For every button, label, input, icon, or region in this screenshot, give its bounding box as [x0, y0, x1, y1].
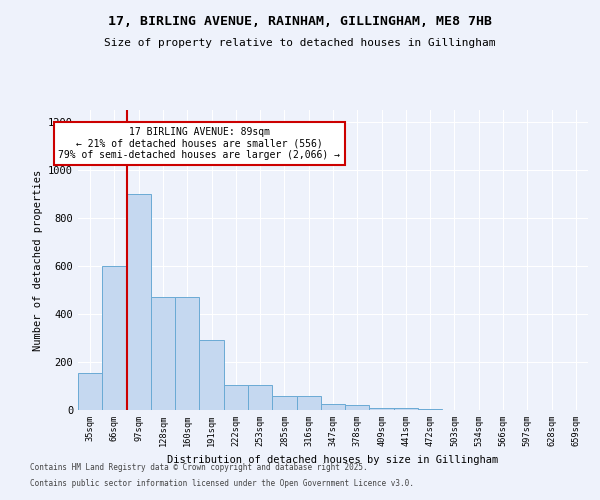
Text: Contains HM Land Registry data © Crown copyright and database right 2025.: Contains HM Land Registry data © Crown c…	[30, 464, 368, 472]
Y-axis label: Number of detached properties: Number of detached properties	[32, 170, 43, 350]
Bar	[175, 297, 199, 410]
Bar	[321, 404, 345, 410]
Text: 17, BIRLING AVENUE, RAINHAM, GILLINGHAM, ME8 7HB: 17, BIRLING AVENUE, RAINHAM, GILLINGHAM,…	[108, 15, 492, 28]
Bar	[102, 266, 127, 410]
Bar	[296, 396, 321, 410]
Bar	[370, 408, 394, 410]
Bar	[199, 340, 224, 410]
Bar	[345, 405, 370, 410]
Bar	[78, 373, 102, 410]
Text: Contains public sector information licensed under the Open Government Licence v3: Contains public sector information licen…	[30, 478, 414, 488]
Text: 17 BIRLING AVENUE: 89sqm
← 21% of detached houses are smaller (556)
79% of semi-: 17 BIRLING AVENUE: 89sqm ← 21% of detach…	[58, 127, 340, 160]
Bar	[224, 385, 248, 410]
X-axis label: Distribution of detached houses by size in Gillingham: Distribution of detached houses by size …	[167, 454, 499, 464]
Bar	[151, 297, 175, 410]
Bar	[272, 396, 296, 410]
Bar	[418, 409, 442, 410]
Bar	[127, 194, 151, 410]
Bar	[394, 408, 418, 410]
Text: Size of property relative to detached houses in Gillingham: Size of property relative to detached ho…	[104, 38, 496, 48]
Bar	[248, 385, 272, 410]
